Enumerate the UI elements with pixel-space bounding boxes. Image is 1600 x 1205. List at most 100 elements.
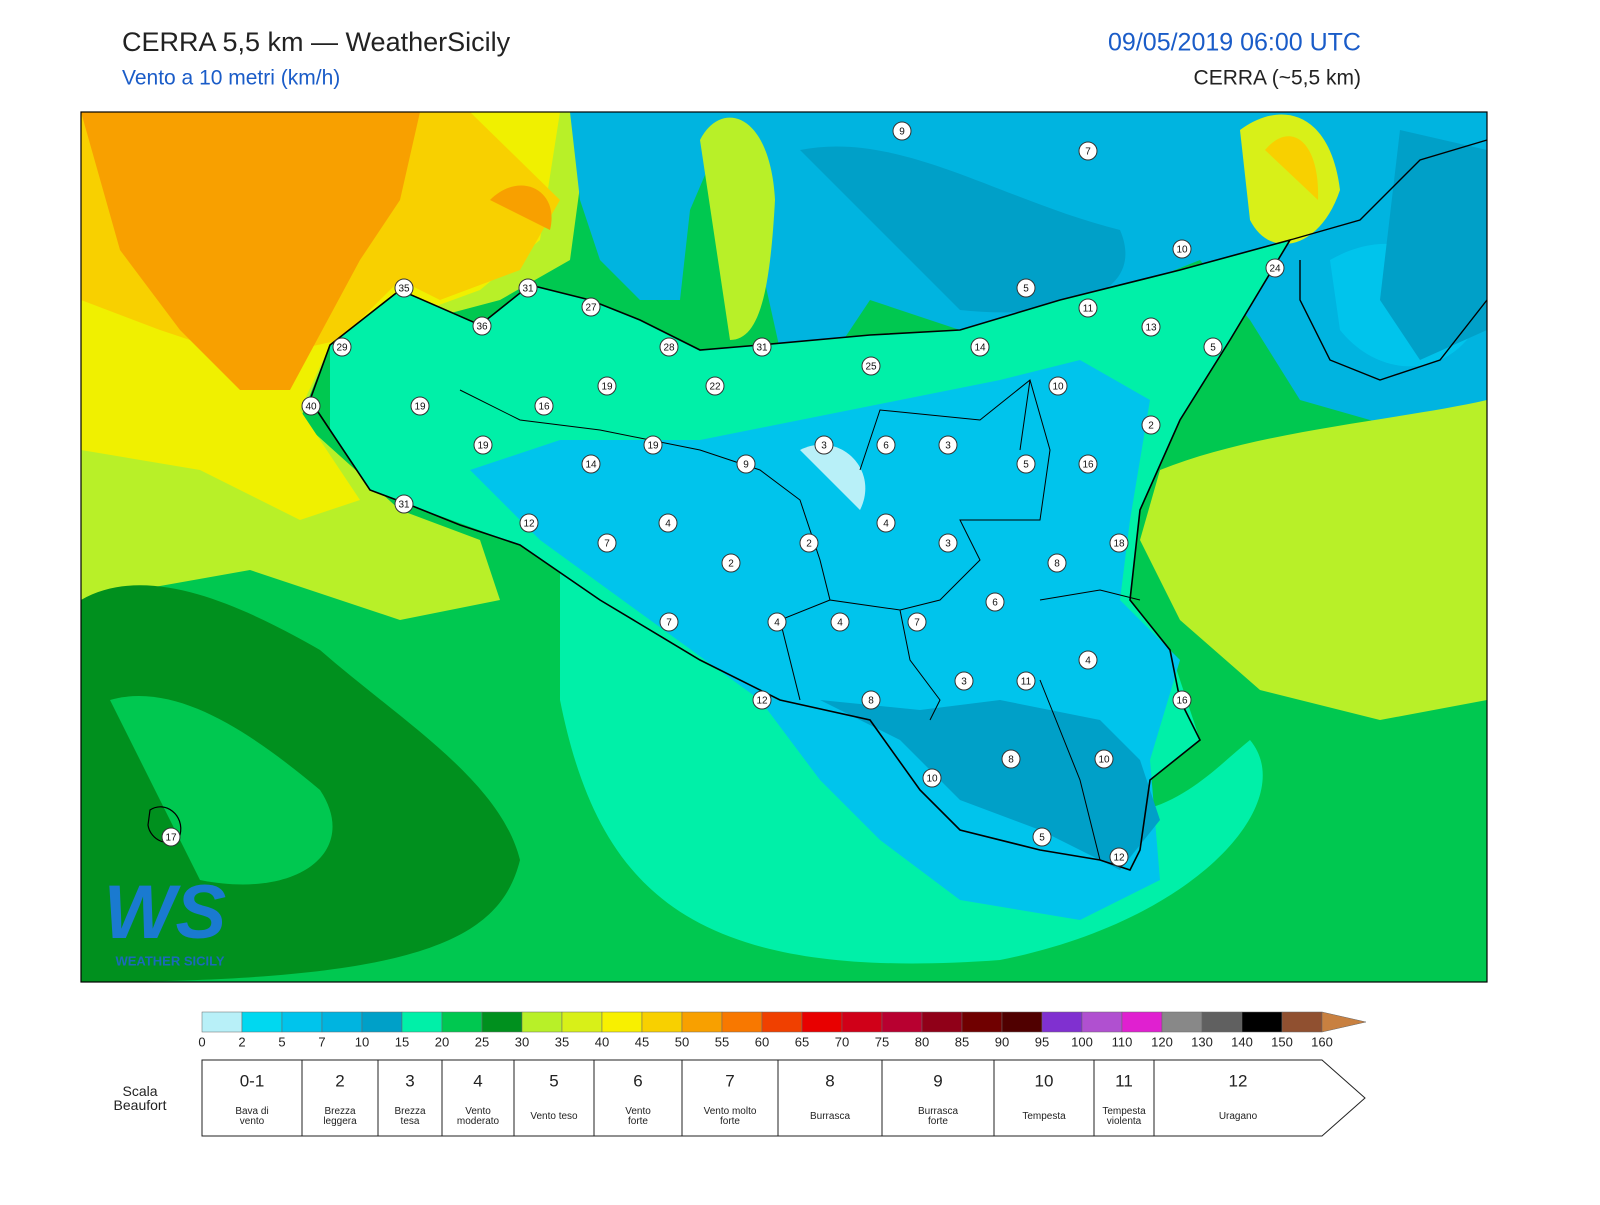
station-marker: [394, 278, 414, 298]
colorbar-swatch: [401, 1011, 443, 1033]
station-marker: [1016, 671, 1036, 691]
station-marker: [1265, 258, 1285, 278]
station-value: 36: [476, 322, 488, 333]
station-marker: [876, 435, 896, 455]
station-value: 16: [1082, 460, 1094, 471]
colorbar-swatch: [321, 1011, 363, 1033]
station-marker: [472, 316, 492, 336]
station-marker: [658, 513, 678, 533]
station-value: 31: [756, 343, 768, 354]
station-marker: [1078, 454, 1098, 474]
logo-initials: WS: [104, 870, 226, 955]
station-value: 4: [837, 618, 843, 629]
colorbar-tick-label: 90: [995, 1034, 1009, 1049]
colorbar-tick-label: 60: [755, 1034, 769, 1049]
station-marker: [1078, 298, 1098, 318]
station-value: 11: [1083, 304, 1094, 315]
beaufort-force: 3: [405, 1071, 414, 1090]
station-value: 6: [992, 598, 998, 609]
colorbar-tick-label: 50: [675, 1034, 689, 1049]
colorbar-swatch: [201, 1011, 243, 1033]
station-marker: [1078, 650, 1098, 670]
colorbar-tick-label: 5: [278, 1034, 285, 1049]
station-value: 35: [398, 284, 410, 295]
colorbar-tick-label: 100: [1071, 1034, 1093, 1049]
colorbar-tick-label: 20: [435, 1034, 449, 1049]
station-value: 10: [1176, 245, 1188, 256]
station-marker: [1078, 141, 1098, 161]
colorbar-tick-label: 95: [1035, 1034, 1049, 1049]
station-value: 6: [883, 441, 889, 452]
colorbar-over-arrow: [1321, 1011, 1367, 1033]
colorbar-swatch: [801, 1011, 843, 1033]
station-marker: [394, 494, 414, 514]
beaufort-force: 11: [1115, 1071, 1133, 1090]
colorbar-swatch: [721, 1011, 763, 1033]
station-marker: [1109, 847, 1129, 867]
station-value: 31: [398, 500, 410, 511]
colorbar-tick-label: 80: [915, 1034, 929, 1049]
beaufort-label: Bava di vento: [235, 1106, 268, 1127]
station-value: 28: [663, 343, 675, 354]
beaufort-label: Burrasca forte: [918, 1106, 958, 1127]
station-marker: [1109, 533, 1129, 553]
station-value: 5: [1023, 460, 1029, 471]
station-value: 14: [585, 460, 597, 471]
colorbar-swatch: [681, 1011, 723, 1033]
map-frame: [80, 111, 1488, 983]
station-marker: [892, 121, 912, 141]
station-value: 7: [1085, 147, 1091, 158]
station-marker: [1203, 337, 1223, 357]
station-marker: [1172, 239, 1192, 259]
colorbar-swatch: [1121, 1011, 1163, 1033]
station-value: 13: [1145, 323, 1157, 334]
station-value: 7: [604, 539, 610, 550]
station-value: 4: [665, 519, 671, 530]
station-value: 25: [865, 362, 877, 373]
beaufort-force: 4: [473, 1071, 482, 1090]
colorbar-tick-label: 7: [318, 1034, 325, 1049]
beaufort-force: 8: [825, 1071, 834, 1090]
colorbar-swatch: [481, 1011, 523, 1033]
colorbar-tick-label: 35: [555, 1034, 569, 1049]
beaufort-force: 12: [1229, 1071, 1248, 1090]
colorbar-swatch: [841, 1011, 883, 1033]
beaufort-label: Tempesta: [1022, 1111, 1066, 1122]
colorbar-tick-label: 10: [355, 1034, 369, 1049]
colorbar-tick-label: 120: [1151, 1034, 1173, 1049]
station-marker: [767, 612, 787, 632]
beaufort-force: 2: [335, 1071, 344, 1090]
station-marker: [518, 278, 538, 298]
station-marker: [954, 671, 974, 691]
station-marker: [1016, 454, 1036, 474]
datetime: 09/05/2019 06:00 UTC: [1108, 29, 1361, 57]
station-value: 19: [601, 382, 613, 393]
station-value: 40: [305, 402, 317, 413]
beaufort-label: Vento molto forte: [704, 1106, 757, 1127]
station-value: 10: [1052, 382, 1064, 393]
beaufort-label: Burrasca: [810, 1111, 850, 1122]
station-marker: [519, 513, 539, 533]
station-marker: [705, 376, 725, 396]
station-value: 12: [1113, 853, 1125, 864]
colorbar-tick-label: 25: [475, 1034, 489, 1049]
station-marker: [1094, 749, 1114, 769]
station-value: 9: [743, 460, 749, 471]
colorbar-swatch: [361, 1011, 403, 1033]
beaufort-force: 7: [725, 1071, 734, 1090]
station-value: 7: [666, 618, 672, 629]
station-value: 3: [945, 539, 951, 550]
station-marker: [473, 435, 493, 455]
colorbar-tick-label: 30: [515, 1034, 529, 1049]
colorbar-swatch: [641, 1011, 683, 1033]
station-marker: [1047, 553, 1067, 573]
station-marker: [752, 337, 772, 357]
station-marker: [861, 356, 881, 376]
colorbar-tick-label: 75: [875, 1034, 889, 1049]
station-marker: [830, 612, 850, 632]
station-marker: [861, 690, 881, 710]
coastline: [309, 238, 1292, 871]
station-value: 27: [585, 303, 597, 314]
colorbar-tick-label: 140: [1231, 1034, 1253, 1049]
colorbar-tick-label: 0: [198, 1034, 205, 1049]
